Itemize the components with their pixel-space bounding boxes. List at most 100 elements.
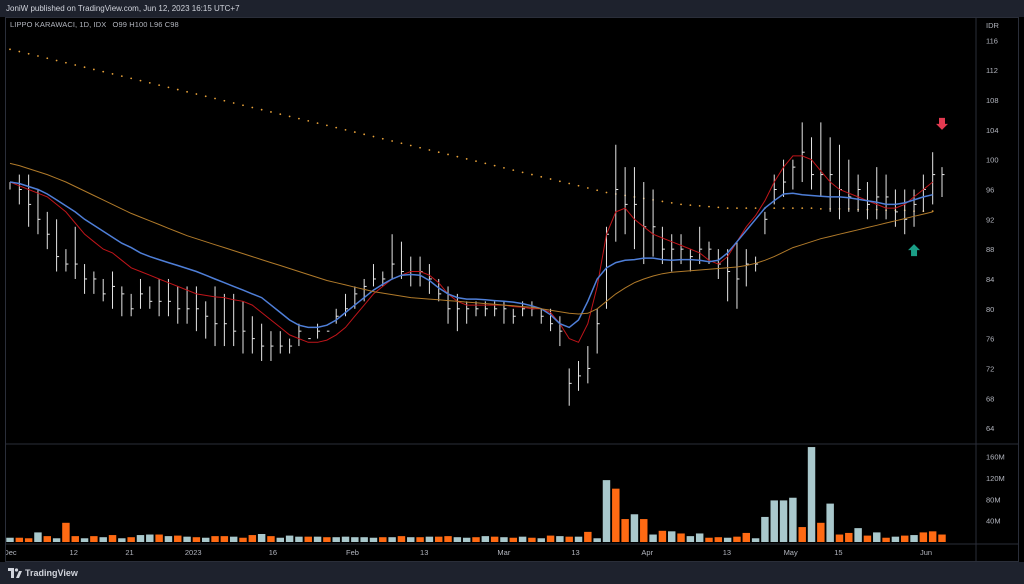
- volume-bar: [453, 537, 462, 542]
- legend-open: O99: [112, 20, 128, 29]
- long-ma-dot: [335, 126, 338, 129]
- volume-bar: [695, 533, 704, 542]
- time-tick-label: Apr: [641, 548, 653, 557]
- volume-bar: [34, 532, 42, 542]
- long-ma-dot: [27, 52, 30, 55]
- long-ma-dot: [549, 178, 552, 180]
- long-ma-dot: [586, 187, 589, 189]
- long-ma-dot: [120, 75, 123, 78]
- price-tick-label: 72: [986, 364, 994, 373]
- volume-bar: [201, 537, 210, 542]
- volume-bar: [584, 531, 592, 542]
- volume-bar: [481, 536, 490, 542]
- price-tick-label: 100: [986, 156, 999, 165]
- tradingview-logo-icon: [8, 568, 22, 578]
- volume-bar: [62, 522, 70, 542]
- volume-bar: [528, 537, 536, 542]
- long-ma-dot: [791, 207, 794, 210]
- volume-bar: [789, 497, 797, 542]
- volume-bar: [751, 538, 760, 542]
- long-ma-dot: [195, 93, 198, 95]
- volume-bar: [938, 534, 946, 542]
- volume-bar: [220, 536, 229, 542]
- volume-bar: [882, 537, 890, 542]
- volume-bar: [928, 531, 937, 542]
- volume-bar: [630, 514, 639, 542]
- price-tick-label: 92: [986, 215, 994, 224]
- long-ma-dot: [242, 104, 244, 107]
- volume-bar: [397, 536, 406, 542]
- long-ma-dot: [111, 73, 114, 75]
- volume-bar: [257, 534, 266, 542]
- price-tick-label: 80: [986, 305, 994, 314]
- up-arrow-icon: [908, 244, 921, 257]
- time-tick-label: 12: [70, 548, 78, 557]
- volume-bar: [192, 537, 201, 542]
- long-ma-dot: [37, 55, 39, 57]
- long-ma-dot: [74, 64, 77, 66]
- volume-bar: [295, 536, 303, 542]
- time-tick-label: 13: [420, 548, 428, 557]
- long-ma-dot: [670, 202, 673, 204]
- long-ma-dot: [83, 66, 86, 69]
- long-ma-dot: [801, 207, 804, 210]
- volume-bar: [602, 480, 611, 542]
- price-tick-label: 104: [986, 126, 999, 135]
- long-ma-dot: [400, 142, 403, 145]
- long-ma-dot: [176, 88, 179, 91]
- long-ma-dot: [353, 131, 356, 133]
- volume-bar: [500, 537, 508, 542]
- footer-brand[interactable]: TradingView: [25, 568, 78, 578]
- volume-bar: [15, 537, 24, 542]
- volume-bar: [90, 536, 98, 542]
- volume-bar: [267, 536, 275, 542]
- long-ma-dot: [298, 117, 300, 120]
- long-ma-dot: [270, 111, 272, 113]
- time-tick-label: 13: [571, 548, 579, 557]
- long-ma-dot: [428, 149, 431, 151]
- volume-bar: [211, 536, 219, 542]
- volume-bar: [900, 535, 909, 542]
- volume-bar: [658, 530, 667, 542]
- volume-bar: [71, 536, 79, 542]
- long-ma-dot: [689, 204, 692, 207]
- long-ma-dot: [344, 128, 347, 131]
- long-ma-dot: [316, 122, 319, 125]
- volume-bar: [490, 536, 499, 542]
- volume-bar: [770, 500, 778, 542]
- long-ma-dot: [558, 180, 561, 183]
- volume-bar: [640, 519, 648, 542]
- long-ma-dot: [605, 191, 608, 194]
- volume-bar: [80, 538, 89, 542]
- volume-bar: [705, 537, 713, 542]
- volume-bar: [285, 535, 294, 542]
- long-ma-dot: [232, 102, 235, 104]
- long-ma-dot: [456, 155, 459, 158]
- volume-bar: [323, 537, 331, 542]
- time-tick-label: 16: [269, 548, 277, 557]
- price-chart-svg[interactable]: IDR 116 112 108 104 100 96 92 88 84 80 76 72 68 64 160M…: [6, 18, 1018, 561]
- up-arrow-shape: [908, 244, 921, 257]
- volume-bar: [565, 536, 573, 542]
- volume-bar: [593, 538, 601, 542]
- long-ma-dot: [381, 137, 384, 140]
- chart-panel[interactable]: IDR 116 112 108 104 100 96 92 88 84 80 76 72 68 64 160M…: [5, 17, 1019, 562]
- mid-ma-line: [9, 181, 933, 329]
- volume-bar: [649, 534, 657, 542]
- legend-close: C98: [164, 20, 179, 29]
- slow-ma-line: [9, 162, 933, 315]
- volume-bar: [509, 537, 518, 542]
- volume-bar: [341, 536, 350, 542]
- volume-bar: [723, 537, 732, 542]
- volume-bar: [612, 488, 620, 542]
- long-ma-dot: [782, 207, 785, 210]
- volume-bar: [108, 535, 117, 542]
- long-ma-dot: [288, 115, 291, 118]
- volume-bar: [472, 537, 480, 542]
- legend-high: H100: [129, 20, 148, 29]
- long-ma-dot: [512, 169, 515, 172]
- volume-bar: [146, 534, 154, 542]
- price-tick-label: 108: [986, 96, 999, 105]
- volume-bar: [379, 537, 387, 542]
- volume-bar: [807, 447, 816, 542]
